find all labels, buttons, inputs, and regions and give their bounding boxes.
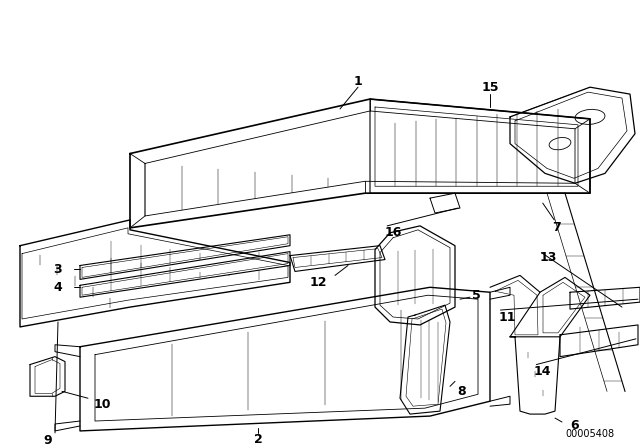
Text: 5: 5 [472,289,481,302]
Text: 10: 10 [93,398,111,411]
Text: 1: 1 [354,75,362,88]
Text: 9: 9 [44,435,52,448]
Text: 3: 3 [54,263,62,276]
Text: 2: 2 [253,433,262,446]
Text: 14: 14 [534,365,552,378]
Text: 7: 7 [552,221,561,234]
Text: 15: 15 [481,81,499,94]
Text: 16: 16 [385,226,403,239]
Text: 11: 11 [498,310,516,323]
Text: 6: 6 [571,419,579,432]
Text: 8: 8 [458,385,467,398]
Text: 13: 13 [539,251,557,264]
Text: 12: 12 [309,276,327,289]
Text: 4: 4 [54,281,62,294]
Text: 00005408: 00005408 [565,429,614,439]
